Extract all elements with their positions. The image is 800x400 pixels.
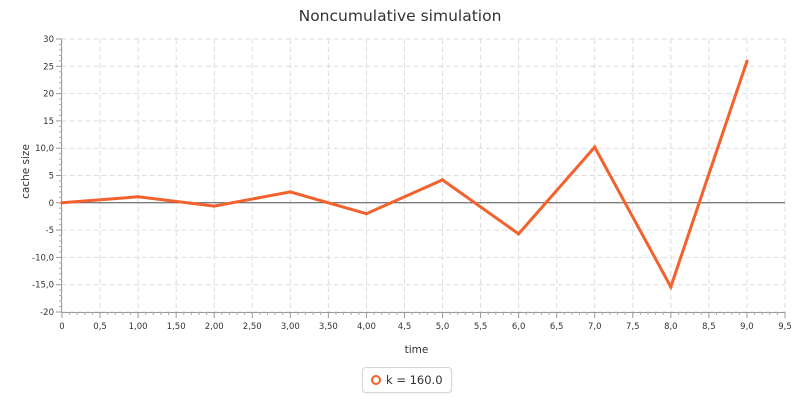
y-tick-label: 20 [43,90,54,100]
x-tick-label: 0 [59,322,64,332]
data-point [745,59,749,63]
x-tick-label: 7,5 [626,322,640,332]
x-tick-label: 9,0 [740,322,754,332]
x-tick-label: 4,00 [357,322,376,332]
x-tick-label: 3,50 [319,322,338,332]
y-axis-title: cache size [20,144,32,199]
y-tick-label: -20 [40,308,54,318]
x-tick-label: 7,0 [588,322,602,332]
x-axis-title: time [405,344,429,356]
x-tick-label: 5,0 [436,322,450,332]
y-tick-label: 30 [43,35,54,45]
x-tick-label: 5,5 [474,322,488,332]
x-tick-label: 1,00 [129,322,148,332]
data-point [593,145,597,149]
data-point [440,178,445,182]
y-tick-label: 5 [49,172,54,182]
data-point [669,285,673,289]
data-point [517,232,521,236]
data-point [212,204,216,208]
y-tick-label: 25 [43,62,54,72]
y-tick-label: -15,0 [32,281,54,291]
x-tick-label: 6,5 [550,322,564,332]
y-tick-label: 10,0 [35,144,54,154]
x-tick-label: 8,5 [702,322,716,332]
data-point [136,195,140,199]
chart-title: Noncumulative simulation [298,7,502,25]
legend-label: k = 160.0 [386,373,443,387]
y-tick-label: 0 [49,199,54,209]
x-tick-label: 3,00 [281,322,300,332]
x-tick-label: 4,5 [398,322,412,332]
x-tick-label: 8,0 [664,322,678,332]
x-tick-label: 6,0 [512,322,526,332]
series-line [61,60,749,291]
data-point [288,190,292,194]
legend-symbol-icon [371,375,381,385]
x-tick-label: 0,5 [93,322,107,332]
y-tick-label: -5 [46,226,54,236]
legend[interactable]: k = 160.0 [362,367,452,393]
data-point [60,201,64,205]
x-tick-label: 2,50 [243,322,262,332]
y-tick-label: -10,0 [32,253,54,263]
x-tick-label: 9,5 [778,322,792,332]
y-tick-label: 15 [43,117,54,127]
data-point [364,212,369,216]
x-tick-label: 2,00 [205,322,224,332]
x-tick-label: 1,50 [167,322,186,332]
